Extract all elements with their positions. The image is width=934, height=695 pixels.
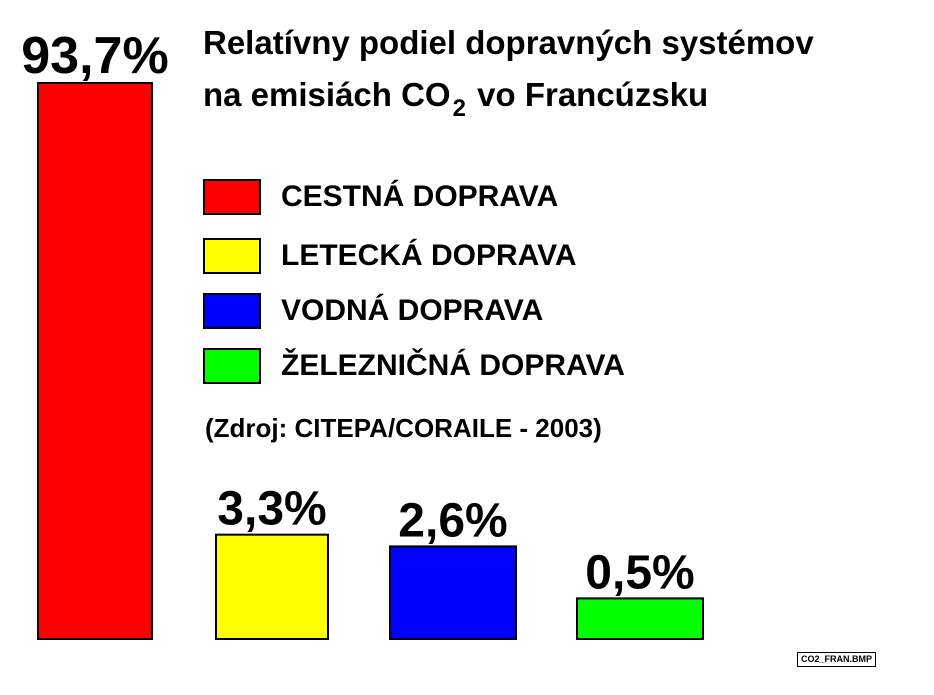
legend-label-road: CESTNÁ DOPRAVA [281, 180, 559, 213]
legend-label-rail: ŽELEZNIČNÁ DOPRAVA [281, 349, 625, 382]
legend-swatch-rail [203, 348, 261, 384]
legend-label-air: LETECKÁ DOPRAVA [281, 239, 577, 272]
chart-title-line2: na emisiách CO2 vo Francúzsku [203, 76, 709, 121]
bar-rail [576, 597, 704, 640]
bar-air [215, 533, 329, 641]
chart-title-line2-suffix: vo Francúzsku [477, 76, 709, 113]
legend-swatch-air [203, 238, 261, 274]
bar-road [37, 82, 153, 640]
bar-value-label-road: 93,7% [21, 27, 168, 85]
chart-title-line1: Relatívny podiel dopravných systémov [203, 24, 814, 61]
legend-label-water: VODNÁ DOPRAVA [281, 294, 544, 327]
chart-title-subscript: 2 [452, 95, 466, 122]
legend-item-road: CESTNÁ DOPRAVA [203, 177, 558, 217]
chart-title-line2-text: na emisiách CO [203, 76, 451, 113]
legend-swatch-water [203, 293, 261, 329]
bar-water [389, 545, 517, 641]
filename-tag: CO2_FRAN.BMP [797, 652, 877, 667]
legend-item-air: LETECKÁ DOPRAVA [203, 236, 577, 276]
bar-value-label-air: 3,3% [217, 483, 326, 536]
legend-swatch-road [203, 179, 261, 215]
bar-value-label-water: 2,6% [398, 494, 507, 547]
source-note: (Zdroj: CITEPA/CORAILE - 2003) [205, 413, 602, 443]
legend-item-water: VODNÁ DOPRAVA [203, 291, 543, 331]
legend-item-rail: ŽELEZNIČNÁ DOPRAVA [203, 346, 625, 386]
bar-value-label-rail: 0,5% [585, 546, 694, 599]
